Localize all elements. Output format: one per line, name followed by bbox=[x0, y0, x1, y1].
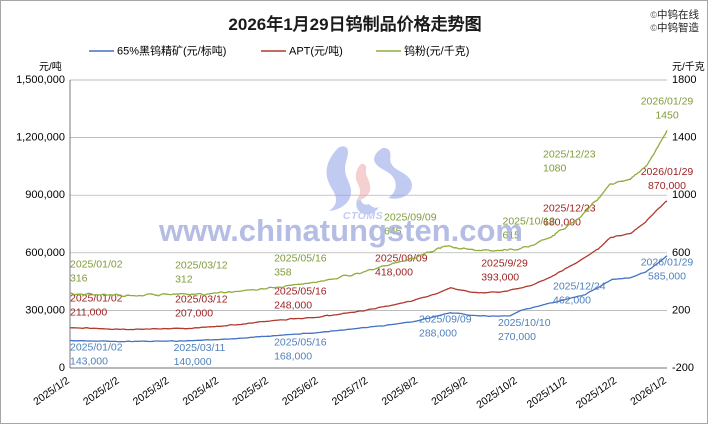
svg-text:615: 615 bbox=[503, 230, 521, 242]
svg-text:1,500,000: 1,500,000 bbox=[16, 74, 65, 86]
svg-text:418,000: 418,000 bbox=[375, 267, 413, 279]
svg-text:2025/1/2: 2025/1/2 bbox=[31, 375, 71, 408]
svg-text:2026/01/29: 2026/01/29 bbox=[641, 257, 694, 269]
svg-text:143,000: 143,000 bbox=[70, 356, 108, 368]
svg-text:2025/09/09: 2025/09/09 bbox=[419, 314, 472, 326]
svg-text:600,000: 600,000 bbox=[25, 247, 65, 259]
svg-text:358: 358 bbox=[274, 267, 292, 279]
svg-text:288,000: 288,000 bbox=[419, 328, 457, 340]
svg-text:2025/10/13: 2025/10/13 bbox=[503, 216, 556, 228]
svg-text:1080: 1080 bbox=[543, 163, 567, 175]
svg-text:2025/5/2: 2025/5/2 bbox=[230, 375, 270, 408]
svg-text:870,000: 870,000 bbox=[648, 180, 686, 192]
svg-text:211,000: 211,000 bbox=[70, 307, 107, 319]
svg-text:0: 0 bbox=[59, 362, 65, 374]
svg-text:2025/03/11: 2025/03/11 bbox=[174, 342, 226, 354]
svg-text:1,200,000: 1,200,000 bbox=[16, 132, 65, 144]
svg-text:1800: 1800 bbox=[672, 74, 696, 86]
svg-text:585,000: 585,000 bbox=[648, 271, 686, 283]
svg-text:APT(元/吨): APT(元/吨) bbox=[289, 45, 343, 58]
svg-text:2026/01/29: 2026/01/29 bbox=[641, 166, 694, 178]
svg-text:1450: 1450 bbox=[655, 109, 679, 121]
svg-text:2025/12/2: 2025/12/2 bbox=[574, 375, 619, 412]
svg-text:钨粉(元/千克): 钨粉(元/千克) bbox=[404, 45, 469, 58]
svg-text:2026/01/29: 2026/01/29 bbox=[641, 95, 694, 107]
svg-text:2025/11/2: 2025/11/2 bbox=[525, 375, 570, 411]
svg-text:140,000: 140,000 bbox=[174, 356, 212, 368]
svg-text:200: 200 bbox=[672, 304, 690, 316]
svg-text:2025/03/12: 2025/03/12 bbox=[175, 259, 228, 271]
svg-text:2025/9/2: 2025/9/2 bbox=[429, 375, 469, 408]
svg-text:2025/12/23: 2025/12/23 bbox=[543, 202, 596, 214]
svg-text:2025/05/16: 2025/05/16 bbox=[274, 337, 327, 349]
svg-text:645: 645 bbox=[384, 225, 402, 237]
svg-text:65%黑钨精矿(元/标吨): 65%黑钨精矿(元/标吨) bbox=[117, 44, 226, 58]
svg-text:2025/01/02: 2025/01/02 bbox=[70, 342, 123, 354]
svg-text:248,000: 248,000 bbox=[274, 299, 312, 311]
svg-text:2025/09/09: 2025/09/09 bbox=[384, 211, 437, 223]
svg-text:300,000: 300,000 bbox=[25, 304, 65, 316]
svg-text:312: 312 bbox=[175, 273, 193, 285]
svg-text:462,000: 462,000 bbox=[553, 294, 591, 306]
svg-text:2025/09/09: 2025/09/09 bbox=[375, 253, 428, 265]
svg-text:2025/3/2: 2025/3/2 bbox=[131, 375, 171, 408]
svg-text:207,000: 207,000 bbox=[175, 307, 213, 319]
svg-text:393,000: 393,000 bbox=[481, 272, 519, 284]
svg-text:2025/12/24: 2025/12/24 bbox=[553, 280, 606, 292]
svg-text:2025/4/2: 2025/4/2 bbox=[181, 375, 221, 408]
svg-text:2025/2/2: 2025/2/2 bbox=[81, 375, 121, 408]
svg-text:270,000: 270,000 bbox=[498, 331, 536, 343]
svg-text:2025/12/23: 2025/12/23 bbox=[543, 149, 596, 161]
svg-text:2025/6/2: 2025/6/2 bbox=[280, 375, 320, 408]
svg-text:2025/03/12: 2025/03/12 bbox=[175, 293, 228, 305]
svg-text:2025/01/02: 2025/01/02 bbox=[70, 259, 123, 271]
svg-text:2025/7/2: 2025/7/2 bbox=[330, 375, 370, 408]
svg-text:1400: 1400 bbox=[672, 132, 696, 144]
svg-text:2025/10/10: 2025/10/10 bbox=[498, 317, 551, 329]
svg-text:元/吨: 元/吨 bbox=[39, 60, 62, 73]
svg-text:-200: -200 bbox=[672, 362, 694, 374]
svg-text:元/千克: 元/千克 bbox=[672, 61, 705, 73]
svg-text:2026/1/2: 2026/1/2 bbox=[628, 375, 668, 408]
svg-text:2025/9/29: 2025/9/29 bbox=[481, 258, 528, 270]
svg-text:2025/8/2: 2025/8/2 bbox=[380, 375, 420, 408]
svg-text:900,000: 900,000 bbox=[25, 189, 65, 201]
svg-text:2025/10/2: 2025/10/2 bbox=[474, 375, 519, 412]
svg-text:316: 316 bbox=[70, 273, 88, 285]
svg-text:168,000: 168,000 bbox=[274, 351, 312, 363]
svg-text:2025/05/16: 2025/05/16 bbox=[274, 253, 327, 265]
